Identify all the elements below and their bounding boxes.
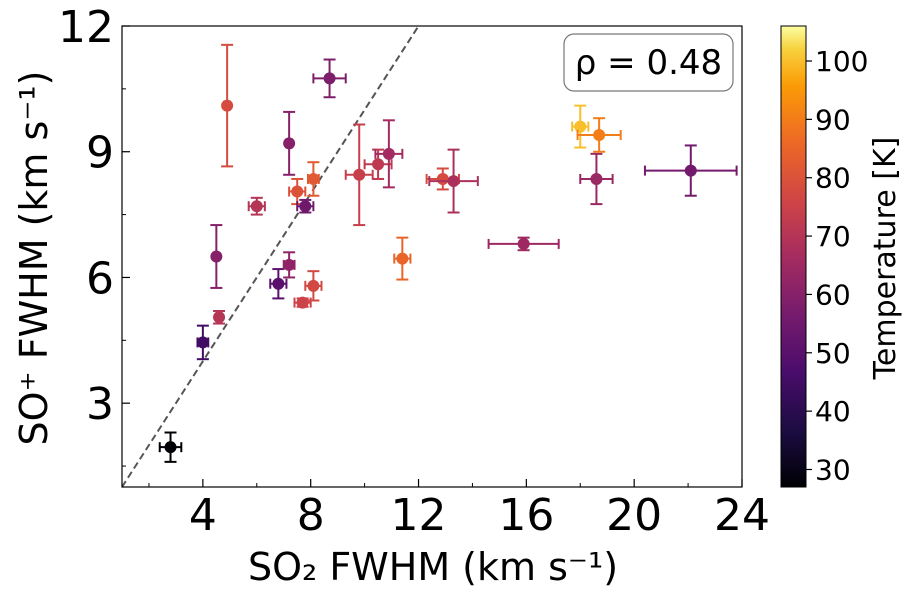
data-point [221,43,234,168]
data-point [393,236,412,281]
data-point [312,58,347,99]
scatter-marker [574,120,587,133]
x-tick-label: 4 [189,490,217,541]
scatter-marker [323,72,336,85]
data-point [296,198,315,214]
colorbar-label: Temperature [K] [868,137,903,381]
x-tick-label: 24 [714,490,770,541]
x-tick-label: 20 [606,490,662,541]
axis-ticks: 4 8 12 16 20 24 3 6 9 12 [58,2,770,541]
colorbar-tick-label: 80 [815,162,851,195]
data-point [576,117,622,153]
scatter-marker [353,168,366,181]
data-point [344,123,374,227]
one-to-one-reference-line [122,26,420,487]
data-point [269,268,288,300]
scatter-marker [299,200,312,213]
scatter-marker [213,311,226,324]
data-point [643,144,738,197]
scatter-marker [283,137,296,150]
data-point [293,296,312,309]
scatter-marker [196,336,209,349]
scatter-marker [164,441,177,454]
x-axis-label: SO₂ FWHM (km s⁻¹) [248,545,618,589]
scatter-marker [296,296,309,309]
plot-frame [121,25,743,488]
data-points [158,43,738,463]
y-tick-label: 12 [58,2,114,53]
colorbar-ticks: 30 40 50 60 70 80 90 100 [806,45,868,486]
scatter-marker [221,99,234,112]
data-point [282,251,296,279]
annotation-box [563,33,734,92]
data-point [213,309,226,325]
scatter-marker [517,237,530,250]
scatter-marker [593,128,606,141]
scatter-marker [396,252,409,265]
plot-area [122,26,738,487]
scatter-marker [307,279,320,292]
data-point [579,152,614,206]
colorbar-tick-label: 30 [815,453,851,486]
scatter-marker [447,175,460,188]
data-point [571,104,590,149]
scatter-marker [283,258,296,271]
y-tick-label: 3 [86,379,114,430]
y-tick-label: 9 [86,128,114,179]
colorbar-tick-label: 40 [815,395,851,428]
data-point [428,148,479,214]
data-point [247,196,266,216]
colorbar-tick-label: 50 [815,337,851,370]
colorbar-tick-label: 60 [815,278,851,311]
colorbar [780,25,807,488]
scatter-marker [382,147,395,160]
y-axis-label: SO⁺ FWHM (km s⁻¹) [12,71,56,446]
correlation-label: ρ = 0.48 [575,43,722,83]
x-tick-label: 12 [391,490,447,541]
scatter-marker [684,164,697,177]
data-point [158,431,183,463]
scatter-marker [291,185,304,198]
scatter-marker [250,200,263,213]
colorbar-tick-label: 70 [815,220,851,253]
x-tick-label: 16 [498,490,554,541]
data-point [283,110,296,176]
scatter-marker [272,277,285,290]
colorbar-tick-label: 90 [815,103,851,136]
data-point [307,161,320,197]
data-point [210,224,223,289]
colorbar-tick-label: 100 [815,45,868,78]
data-point [304,270,323,302]
scatter-marker [372,158,385,171]
x-tick-label: 8 [297,490,325,541]
data-point [374,119,404,189]
data-point [487,236,560,252]
data-point [196,324,210,361]
y-tick-label: 6 [86,253,114,304]
scatter-marker [436,172,449,185]
correlation-annotation: ρ = 0.48 [563,33,734,92]
scatter-marker [210,250,223,263]
scatter-marker [590,172,603,185]
scatter-marker [307,172,320,185]
